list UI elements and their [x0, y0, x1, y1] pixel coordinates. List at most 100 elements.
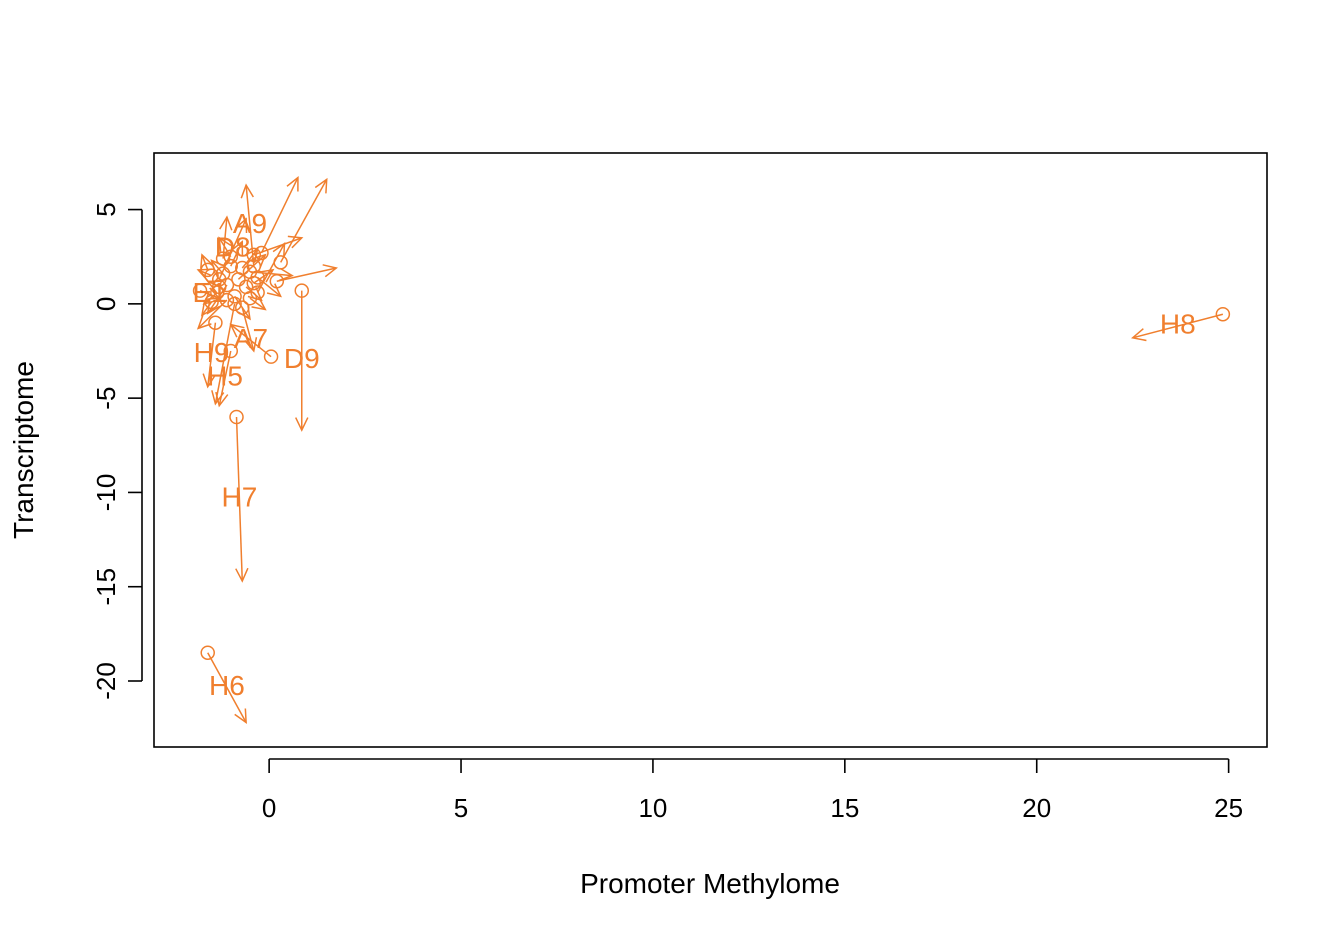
point-marker — [219, 292, 235, 308]
y-tick-label: -10 — [91, 474, 121, 512]
point-arrow — [203, 291, 218, 305]
point-marker — [215, 266, 231, 281]
arrow-head — [234, 217, 248, 234]
point-marker — [263, 349, 279, 364]
point-arrow — [207, 280, 220, 288]
arrow-head — [251, 296, 267, 311]
point-label: H6 — [209, 670, 245, 701]
y-tick-label: -5 — [91, 387, 121, 410]
x-tick-label: 25 — [1214, 793, 1243, 823]
point-marker — [1215, 306, 1231, 322]
point-marker — [223, 343, 239, 359]
point-arrow — [241, 248, 259, 269]
arrow-head — [287, 235, 304, 249]
point-arrow — [201, 254, 209, 271]
data-marks: H8H7H6A7D9A9D8H9H5E1 — [192, 175, 1231, 725]
point-arrow — [276, 267, 337, 282]
point-arrow — [218, 237, 232, 258]
data-point-unlabeled-28 — [210, 259, 231, 281]
point-marker — [227, 289, 242, 304]
point-arrow — [1132, 313, 1224, 339]
point-arrow — [214, 303, 236, 404]
point-arrow — [235, 416, 244, 582]
point-arrow — [201, 301, 213, 316]
point-marker — [200, 645, 215, 660]
point-label: H8 — [1160, 308, 1196, 339]
data-point-unlabeled-34 — [206, 279, 227, 295]
y-axis: 5 0 -5 -10 -15 -20 — [91, 202, 143, 700]
x-tick-label: 5 — [454, 793, 468, 823]
data-point-unlabeled-33 — [235, 247, 259, 276]
arrow-head — [244, 337, 258, 353]
point-arrow — [253, 269, 274, 284]
point-arrow — [249, 297, 266, 311]
arrow-head — [230, 240, 244, 256]
arrow-head — [314, 177, 328, 194]
x-tick-label: 20 — [1022, 793, 1051, 823]
point-arrow — [257, 276, 282, 297]
point-marker — [246, 275, 262, 291]
plot-frame — [153, 152, 1268, 748]
point-arrow — [206, 322, 217, 387]
arrow-head — [240, 183, 254, 199]
arrow-head — [266, 283, 282, 298]
arrow-head — [206, 280, 222, 293]
point-marker — [208, 315, 223, 330]
point-arrow — [253, 237, 303, 256]
point-marker — [242, 290, 258, 306]
point-arrow — [245, 184, 255, 267]
point-arrow — [197, 269, 212, 277]
arrow-head — [200, 301, 215, 317]
y-tick-label: -20 — [91, 662, 121, 700]
arrow-head — [211, 390, 225, 406]
arrow-head — [200, 253, 213, 269]
point-label: H7 — [221, 481, 257, 512]
point-arrow — [197, 299, 228, 329]
x-tick-label: 0 — [262, 793, 276, 823]
point-marker — [235, 260, 250, 276]
data-point-unlabeled-35 — [242, 290, 267, 311]
data-point-unlabeled-29 — [227, 289, 251, 321]
arrow-head — [235, 567, 249, 583]
point-label: H5 — [207, 361, 243, 392]
arrow-head — [218, 236, 232, 252]
arrow-head — [237, 304, 251, 321]
point-arrow — [222, 217, 228, 259]
point-arrow — [237, 254, 266, 280]
data-point-H8: H8 — [1130, 306, 1231, 342]
arrow-head — [1130, 328, 1147, 342]
data-point-A7: A7 — [229, 323, 279, 364]
point-arrow — [233, 295, 251, 320]
point-arrow — [279, 179, 328, 263]
data-point-H6: H6 — [200, 645, 247, 725]
data-point-unlabeled-32 — [218, 236, 239, 264]
arrow-head — [259, 268, 275, 283]
data-point-unlabeled-14 — [196, 292, 235, 330]
data-point-unlabeled-13 — [211, 296, 242, 406]
point-label: A9 — [233, 208, 267, 239]
point-arrow — [207, 652, 247, 723]
point-arrow — [260, 177, 299, 254]
point-arrow — [256, 243, 286, 293]
data-point-D9: D9 — [284, 283, 320, 432]
y-tick-label: -15 — [91, 568, 121, 606]
arrow-head — [272, 241, 286, 258]
arrow-head — [278, 267, 294, 282]
x-axis: 0 5 10 15 20 25 — [262, 758, 1243, 823]
point-marker — [192, 283, 208, 298]
y-tick-label: 5 — [91, 202, 121, 216]
arrow-head — [206, 299, 221, 315]
arrow-head — [322, 264, 338, 278]
point-label: D9 — [284, 343, 320, 374]
arrow-head — [202, 373, 216, 389]
arrow-head — [196, 314, 212, 330]
x-axis-title: Promoter Methylome — [580, 868, 840, 899]
x-tick-label: 10 — [638, 793, 667, 823]
y-tick-label: 0 — [91, 297, 121, 311]
data-point-unlabeled-11 — [273, 177, 328, 270]
point-arrow — [211, 259, 224, 275]
data-point-A9: A9 — [233, 183, 267, 274]
data-point-H7: H7 — [221, 409, 257, 583]
arrow-head — [219, 215, 233, 231]
